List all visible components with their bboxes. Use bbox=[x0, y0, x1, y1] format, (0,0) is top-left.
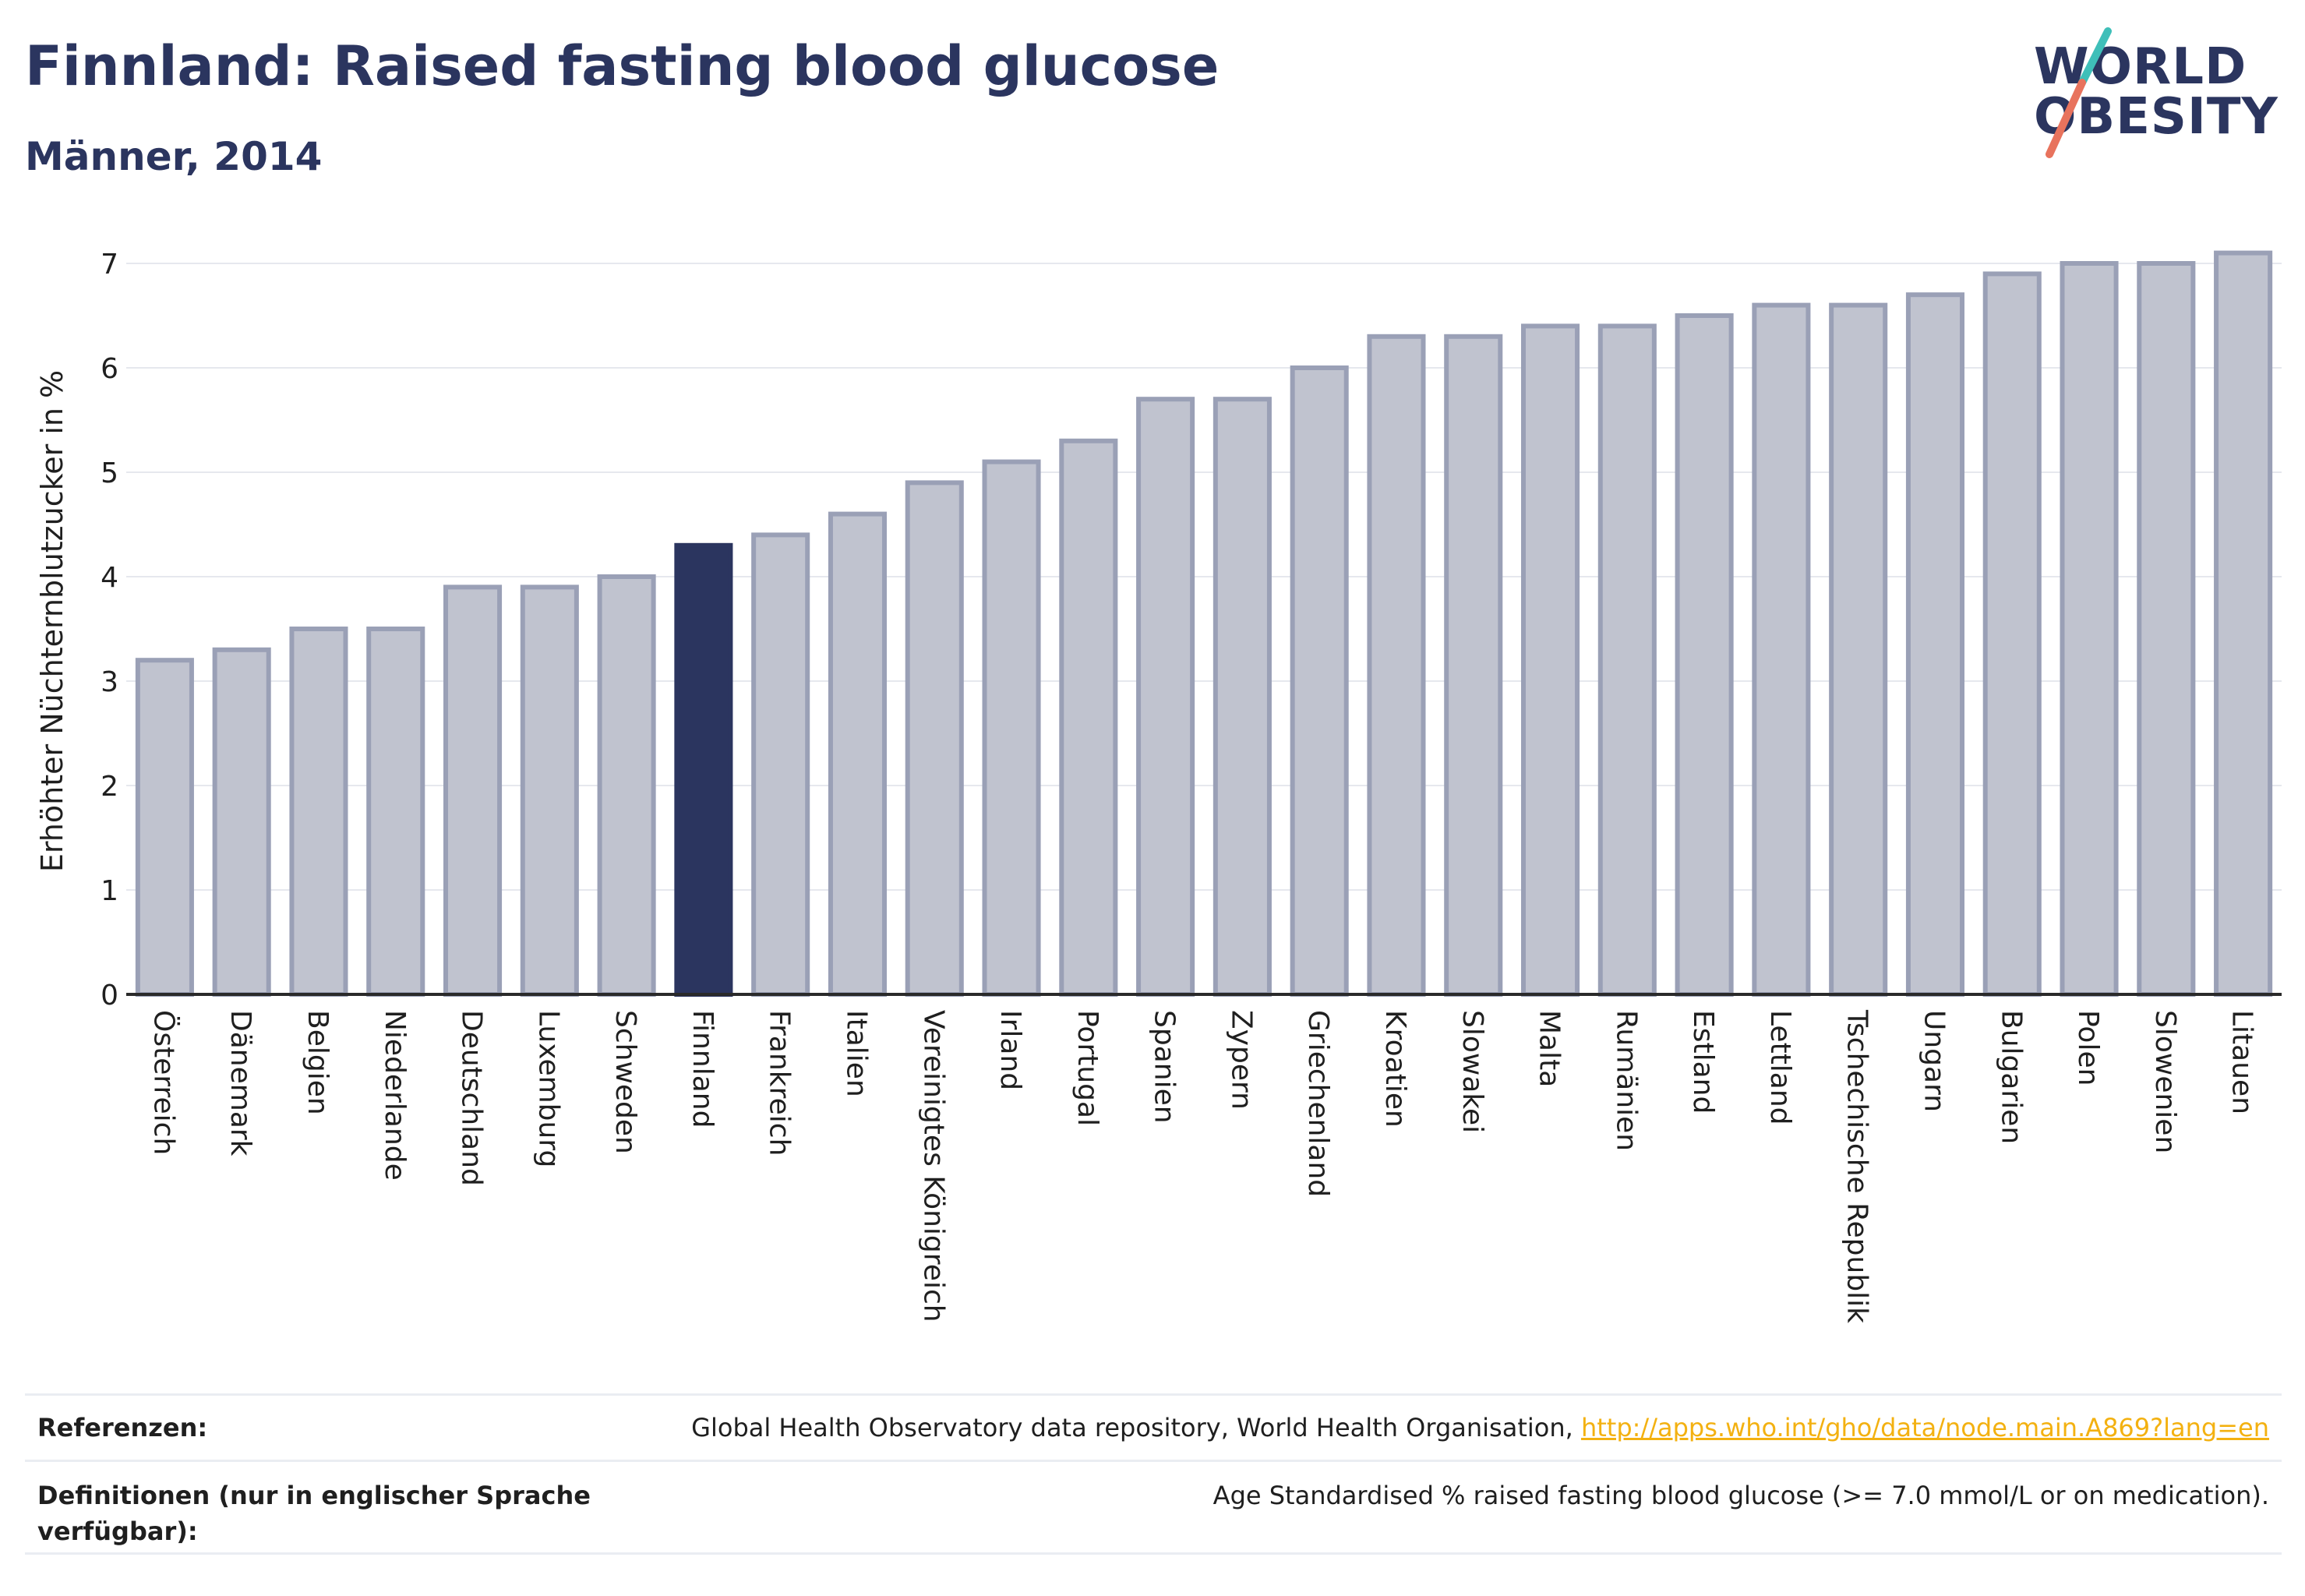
bar bbox=[366, 627, 425, 997]
x-tick-label: Zypern bbox=[1225, 1010, 1257, 1110]
bar bbox=[1444, 334, 1503, 997]
bar bbox=[135, 658, 194, 997]
bar bbox=[520, 584, 579, 997]
bar bbox=[1675, 313, 1734, 997]
bar-chart: 0 1 2 3 4 5 6 7 Erhöhter Nüchternblutzucker in %… bbox=[35, 249, 2282, 1323]
bar bbox=[905, 480, 964, 997]
bar bbox=[212, 647, 271, 997]
x-tick-label: Niederlande bbox=[379, 1010, 411, 1181]
x-tick-label: Lettland bbox=[1764, 1010, 1796, 1125]
bar bbox=[1367, 334, 1426, 997]
bar bbox=[1597, 323, 1657, 997]
x-tick-label: Kroatien bbox=[1379, 1010, 1411, 1128]
bar bbox=[1752, 302, 1811, 998]
y-tick-label: 0 bbox=[101, 980, 118, 1012]
references-text: Global Health Observatory data repositor… bbox=[691, 1413, 1581, 1442]
bar bbox=[597, 574, 656, 997]
y-tick-label: 1 bbox=[101, 875, 118, 907]
chart-title: Finnland: Raised fasting blood glucose bbox=[25, 34, 1220, 98]
x-tick-label: Slowenien bbox=[2149, 1010, 2181, 1153]
x-tick-label: Slowakei bbox=[1456, 1010, 1488, 1133]
x-tick-label: Griechenland bbox=[1302, 1010, 1334, 1197]
x-tick-label: Österreich bbox=[147, 1010, 180, 1155]
definitions-row: Definitionen (nur in englischer Sprache … bbox=[25, 1460, 2282, 1555]
references-label: Referenzen: bbox=[37, 1413, 208, 1442]
x-tick-label: Finnland bbox=[687, 1010, 718, 1128]
bar bbox=[1059, 438, 1118, 997]
bar bbox=[289, 627, 348, 997]
world-obesity-logo: WORLD OBESITY bbox=[2034, 23, 2291, 164]
bar bbox=[1520, 323, 1580, 997]
chart-subtitle: Männer, 2014 bbox=[25, 134, 323, 179]
chart-footer: Referenzen: Global Health Observatory da… bbox=[25, 1393, 2282, 1555]
bar bbox=[443, 584, 503, 997]
logo-text-world: WORLD bbox=[2034, 38, 2247, 96]
bar bbox=[674, 542, 733, 997]
y-axis-title: Erhöhter Nüchternblutzucker in % bbox=[35, 370, 69, 872]
x-tick-label: Belgien bbox=[302, 1010, 334, 1115]
x-tick-label: Rumänien bbox=[1610, 1010, 1642, 1151]
bar bbox=[982, 459, 1041, 997]
x-tick-label: Estland bbox=[1687, 1010, 1719, 1114]
references-value: Global Health Observatory data repositor… bbox=[691, 1410, 2269, 1446]
x-tick-label: Frankreich bbox=[764, 1010, 796, 1156]
y-tick-label: 3 bbox=[101, 666, 118, 698]
bar bbox=[1829, 302, 1888, 998]
y-tick-label: 7 bbox=[101, 249, 118, 281]
definitions-label: Definitionen (nur in englischer Sprache … bbox=[37, 1481, 591, 1546]
x-tick-label: Portugal bbox=[1071, 1010, 1103, 1126]
x-tick-label: Polen bbox=[2072, 1010, 2104, 1086]
x-tick-label: Spanien bbox=[1149, 1010, 1181, 1124]
x-tick-label: Luxemburg bbox=[532, 1010, 564, 1167]
definitions-value: Age Standardised % raised fasting blood … bbox=[1213, 1481, 2269, 1510]
x-tick-label: Deutschland bbox=[456, 1010, 488, 1186]
bar bbox=[1905, 292, 1965, 997]
x-tick-label: Tschechische Republik bbox=[1841, 1009, 1873, 1323]
x-tick-label: Bulgarien bbox=[1995, 1010, 2027, 1144]
bar bbox=[2214, 250, 2273, 998]
bar bbox=[1213, 397, 1272, 997]
y-tick-label: 4 bbox=[101, 562, 118, 594]
x-tick-label: Irland bbox=[994, 1010, 1026, 1090]
bar bbox=[1982, 271, 2042, 997]
x-tick-label: Malta bbox=[1534, 1010, 1565, 1087]
bar bbox=[2137, 261, 2196, 997]
y-tick-label: 2 bbox=[101, 771, 118, 803]
logo-slash-icon bbox=[2046, 27, 2112, 158]
references-row: Referenzen: Global Health Observatory da… bbox=[25, 1393, 2282, 1460]
x-tick-label: Ungarn bbox=[1918, 1010, 1950, 1112]
bar bbox=[2060, 261, 2119, 997]
x-tick-label: Schweden bbox=[609, 1010, 641, 1154]
y-tick-label: 5 bbox=[101, 457, 118, 489]
bar bbox=[1136, 397, 1195, 997]
y-tick-label: 6 bbox=[101, 353, 118, 385]
references-link[interactable]: http://apps.who.int/gho/data/node.main.A… bbox=[1580, 1413, 2269, 1442]
x-tick-label: Italien bbox=[840, 1010, 872, 1097]
x-tick-label: Vereinigtes Königreich bbox=[917, 1010, 949, 1322]
bar bbox=[1290, 365, 1349, 997]
x-tick-label: Dänemark bbox=[224, 1010, 256, 1156]
bar bbox=[828, 511, 888, 997]
bar bbox=[751, 532, 810, 997]
x-tick-label: Litauen bbox=[2226, 1010, 2258, 1114]
